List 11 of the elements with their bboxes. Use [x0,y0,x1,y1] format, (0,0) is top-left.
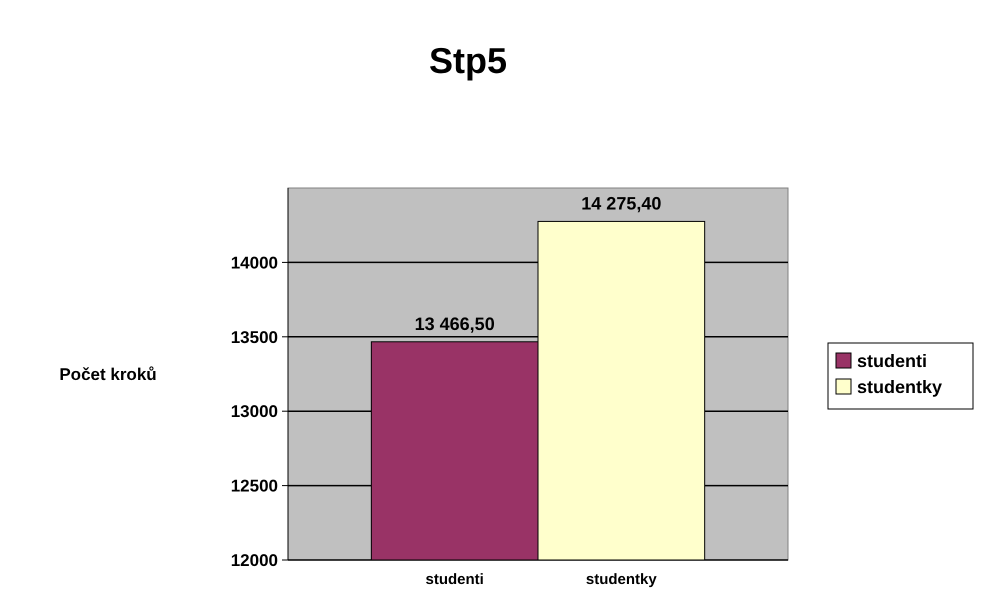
data-label: 13 466,50 [414,314,495,334]
y-axis-title: Počet kroků [59,365,157,384]
y-tick-label: 12000 [230,551,278,570]
legend-label: studentky [857,377,942,397]
chart-title: Stp5 [428,40,508,81]
y-tick-label: 13500 [230,328,278,347]
y-tick-label: 14000 [230,253,278,272]
y-tick-label: 12500 [230,476,278,496]
data-label: 14 275,40 [581,193,662,214]
legend-label: studenti [857,351,927,371]
y-tick-label: 13000 [230,402,278,422]
